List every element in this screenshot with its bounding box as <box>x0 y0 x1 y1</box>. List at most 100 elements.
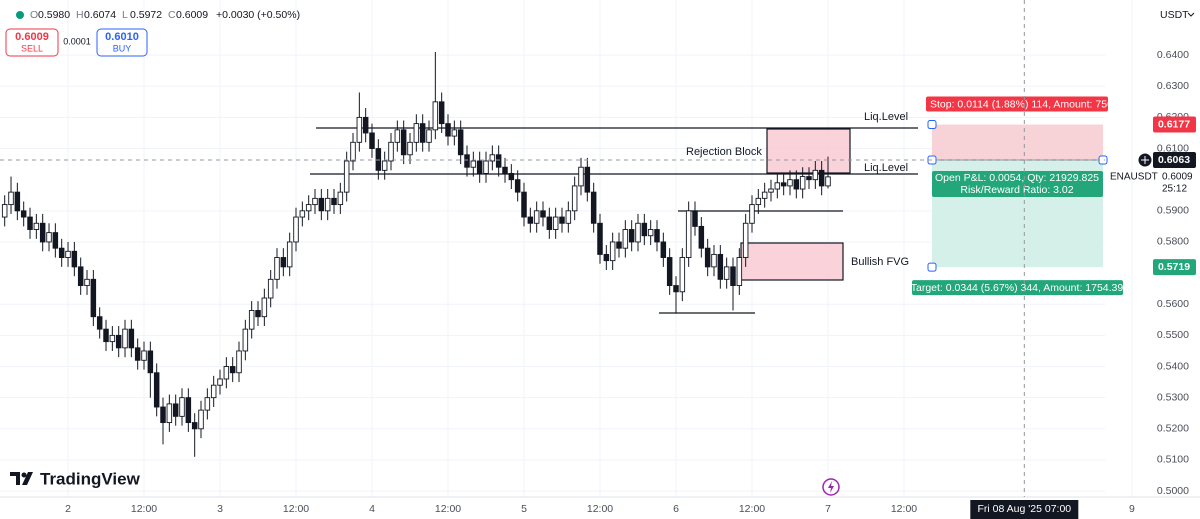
candle-body <box>774 182 781 190</box>
y-tick-label: 0.5600 <box>1157 298 1189 310</box>
y-tick-label: 0.6400 <box>1157 49 1189 61</box>
y-tick-label: 0.5800 <box>1157 236 1189 248</box>
candle-body <box>603 253 610 262</box>
y-tick-label: 0.5100 <box>1157 454 1189 466</box>
candles <box>1 52 831 457</box>
logo-icon <box>21 472 27 478</box>
candle-body <box>46 232 52 243</box>
ohlc-value: 0.6009 <box>176 9 208 21</box>
sell-button[interactable] <box>5 28 59 57</box>
rejection-block[interactable] <box>766 128 851 174</box>
x-tick-label: 12:00 <box>435 503 461 515</box>
candle-body <box>527 216 534 224</box>
candle-body <box>122 328 128 349</box>
candle-body <box>692 210 698 227</box>
candle-body <box>198 409 204 430</box>
ohlc-key: C <box>168 9 176 21</box>
candle-body <box>799 176 806 190</box>
candle-body <box>565 210 572 224</box>
bullish-fvg[interactable] <box>740 242 844 281</box>
candle-body <box>514 179 521 193</box>
handle <box>927 120 937 130</box>
candle-body <box>438 101 445 125</box>
buy-button[interactable] <box>96 28 148 57</box>
candle-body <box>578 166 584 187</box>
position-tool[interactable]: Stop: 0.0114 (1.88%) 114, Amount: 750 Ope… <box>911 96 1124 296</box>
candle-body <box>407 141 413 156</box>
candle-body <box>559 216 565 224</box>
x-tick-label: 12:00 <box>739 503 765 515</box>
entry-badge-box <box>1153 152 1196 169</box>
candle-body <box>749 204 755 224</box>
candle-body <box>793 179 800 190</box>
ohlc-key: H <box>76 9 84 21</box>
candle-body <box>65 250 71 258</box>
annotation: Rejection Block <box>686 146 762 158</box>
candle-body <box>77 266 84 287</box>
ohlc-value: 0.5972 <box>130 9 162 21</box>
candle-body <box>641 222 648 237</box>
ohlc-header: O 0.5980 H 0.6074 L 0.5972 C 0.6009 +0.0030 (+0.… <box>30 9 300 21</box>
candle-body <box>457 129 464 156</box>
ohlc-value: 0.5980 <box>38 9 70 21</box>
candle-body <box>217 378 223 386</box>
alert-icon[interactable] <box>828 481 834 493</box>
candle-body <box>71 250 78 268</box>
candle-body <box>324 197 331 212</box>
candle-body <box>679 257 686 293</box>
x-tick-label: 5 <box>521 503 527 515</box>
annotation: Liq.Level <box>864 111 908 123</box>
rr-label: Risk/Reward Ratio: 3.02 <box>960 184 1073 196</box>
candle-body <box>103 328 109 343</box>
candle-body <box>153 372 160 408</box>
change: +0.0030 (+0.50%) <box>216 9 300 21</box>
candle-body <box>476 160 483 174</box>
candle-body <box>96 316 103 330</box>
y-tick-label: 0.6100 <box>1157 142 1189 154</box>
candle-body <box>350 141 356 162</box>
target-badge: 0.5719 <box>1158 261 1190 273</box>
ohlc-key: O <box>30 9 38 21</box>
candle-body <box>673 285 679 293</box>
crosshair-x-label: Fri 08 Aug '25 07:00 <box>977 503 1071 515</box>
candle-body <box>711 253 717 268</box>
candle-body <box>39 222 46 243</box>
candle-body <box>495 154 502 168</box>
candle-body <box>331 197 337 206</box>
candle-body <box>590 191 597 224</box>
stop-badge-box <box>1153 116 1196 133</box>
candle-body <box>445 123 451 137</box>
spread: 0.0001 <box>63 36 91 46</box>
buy-label: BUY <box>113 43 132 53</box>
candle-body <box>609 241 616 262</box>
candle-body <box>508 173 515 181</box>
candle-body <box>717 253 724 280</box>
candle-body <box>337 191 344 206</box>
target-label-box <box>912 280 1123 296</box>
y-tick-label: 0.5300 <box>1157 391 1189 403</box>
candle-body <box>255 310 261 318</box>
alert-icon[interactable] <box>822 478 840 496</box>
candle-body <box>483 160 489 174</box>
candle-body <box>502 166 508 174</box>
candle-body <box>818 169 825 187</box>
candle-body <box>293 216 299 243</box>
x-tick-label: 6 <box>673 503 679 515</box>
candle-body <box>33 222 40 230</box>
handle <box>927 262 937 272</box>
candle-body <box>812 169 819 181</box>
candle-body <box>806 176 812 181</box>
candle-body <box>413 123 420 143</box>
candle-body <box>210 384 217 399</box>
candle-body <box>172 403 179 417</box>
target-label: Target: 0.0344 (5.67%) 344, Amount: 1754… <box>911 282 1124 294</box>
candle-body <box>394 129 401 143</box>
y-tick-label: 0.5000 <box>1157 485 1189 497</box>
target-badge-box <box>1153 259 1196 276</box>
candle-body <box>362 116 369 134</box>
dropdown-icon[interactable] <box>1187 12 1195 17</box>
currency-select[interactable]: USDT <box>1160 9 1189 21</box>
candle-body <box>109 334 116 343</box>
candle-body <box>755 197 762 206</box>
candle-body <box>470 160 477 168</box>
